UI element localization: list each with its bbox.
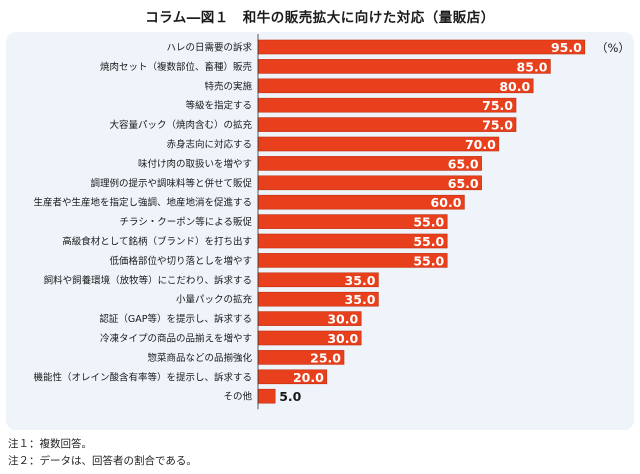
value-label: 70.0 — [465, 137, 496, 152]
value-label: 95.0 — [551, 40, 582, 55]
category-label: 高級食材として銘柄（ブランド）を打ち出す — [62, 236, 252, 248]
category-label: 焼肉セット（複数部位、畜種）販売 — [100, 61, 252, 73]
value-label: 35.0 — [345, 273, 376, 288]
category-label: 認証（GAP等）を提示し、訴求する — [99, 313, 252, 325]
category-label: その他 — [223, 391, 252, 403]
value-label: 80.0 — [499, 79, 530, 94]
bar — [257, 388, 276, 404]
value-label: 30.0 — [327, 312, 358, 327]
category-label: ハレの日需要の訴求 — [166, 42, 252, 54]
category-label: 等級を指定する — [185, 100, 252, 112]
category-label: 飼料や飼養環境（放牧等）にこだわり、訴求する — [44, 274, 252, 286]
value-label: 55.0 — [413, 215, 444, 230]
bar — [257, 78, 534, 94]
category-label: 生産者や生産地を指定し強調、地産地消を促進する — [33, 197, 252, 209]
category-label: 大容量パック（焼肉含む）の拡充 — [109, 119, 252, 131]
value-label: 55.0 — [413, 234, 444, 249]
category-label: 赤身志向に対応する — [166, 139, 252, 151]
note-1: 注１：複数回答。 — [8, 438, 92, 450]
chart-title: コラム―図１ 和牛の販売拡大に向けた対応（量販店） — [145, 10, 495, 26]
value-label: 35.0 — [345, 292, 376, 307]
value-label: 25.0 — [310, 350, 341, 365]
value-label: 60.0 — [431, 195, 462, 210]
value-label: 5.0 — [279, 389, 301, 404]
note-2: 注２：データは、回答者の割合である。 — [8, 455, 197, 467]
bar — [257, 39, 586, 55]
notes: 注１：複数回答。 注２：データは、回答者の割合である。 — [8, 436, 197, 470]
value-label: 85.0 — [517, 59, 548, 74]
category-label: 惣菜商品などの品揃強化 — [147, 352, 252, 364]
category-label: 機能性（オレイン酸含有率等）を提示し、訴求する — [33, 371, 252, 383]
bar — [257, 97, 517, 113]
bar — [257, 136, 500, 152]
category-label: 小量パックの拡充 — [176, 294, 253, 306]
value-label: 75.0 — [482, 118, 513, 133]
value-label: 55.0 — [413, 253, 444, 268]
value-label: 75.0 — [482, 98, 513, 113]
bar — [257, 117, 517, 132]
value-label: 20.0 — [293, 370, 324, 385]
value-label: 30.0 — [327, 331, 358, 346]
unit-label: （%） — [596, 41, 630, 55]
value-label: 65.0 — [448, 176, 479, 191]
value-label: 65.0 — [448, 156, 479, 171]
bar — [257, 59, 551, 74]
category-label: チラシ・クーポン等による販促 — [119, 216, 252, 228]
category-label: 調理例の提示や調味料等と併せて販促 — [90, 177, 252, 189]
category-label: 低価格部位や切り落としを増やす — [109, 255, 252, 267]
category-label: 特売の実施 — [204, 80, 252, 92]
category-label: 味付け肉の取扱いを増やす — [138, 158, 252, 170]
category-label: 冷凍タイプの商品の品揃えを増やす — [100, 333, 252, 345]
